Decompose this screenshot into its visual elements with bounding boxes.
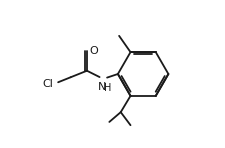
Text: H: H: [104, 83, 111, 93]
Text: Cl: Cl: [42, 79, 53, 89]
Text: N: N: [97, 82, 106, 92]
Text: O: O: [89, 46, 98, 56]
